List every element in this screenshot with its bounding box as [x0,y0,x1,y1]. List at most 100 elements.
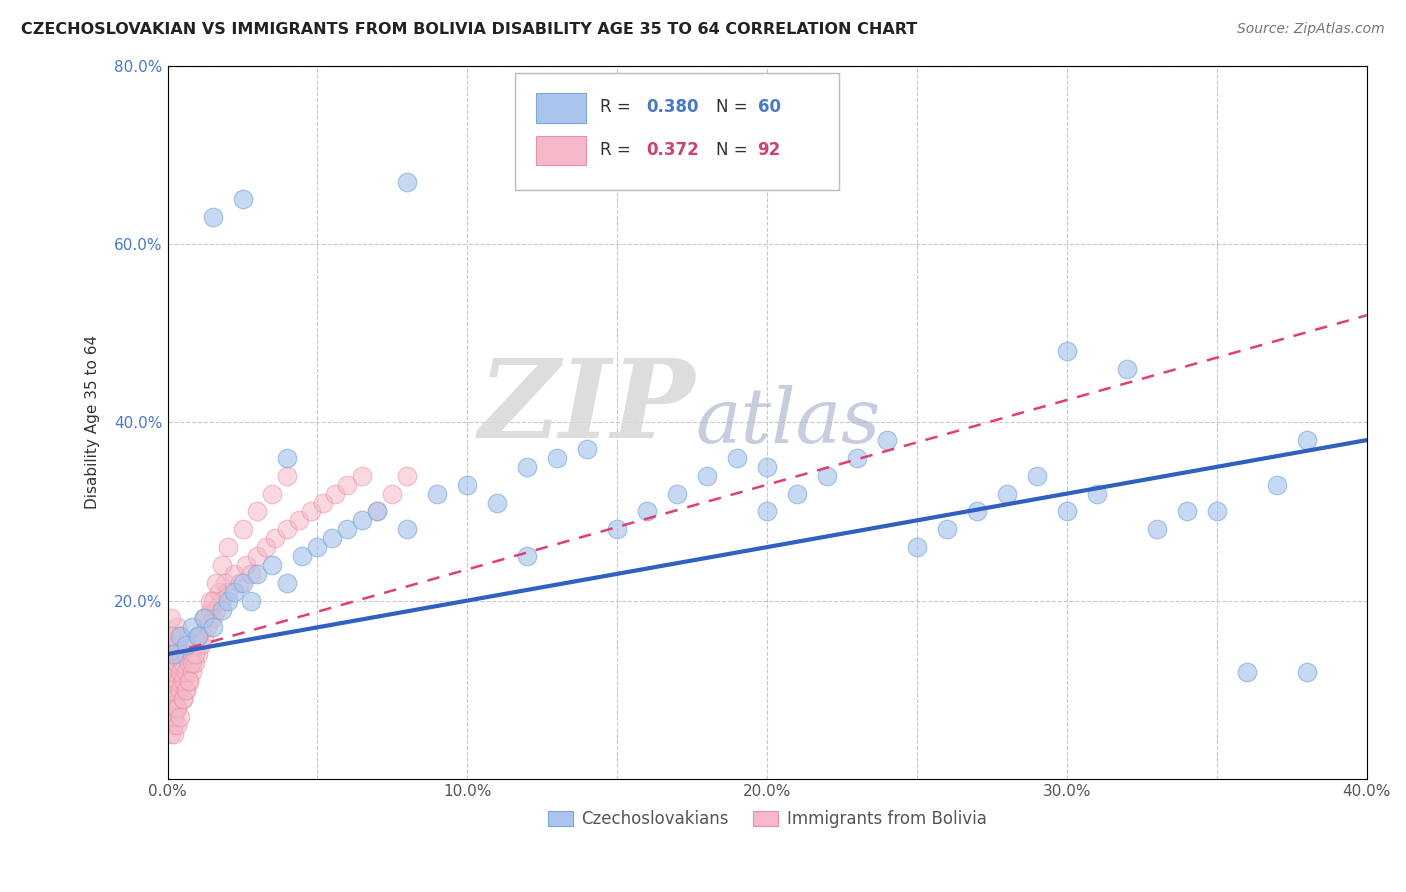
Point [1265,477,1288,491]
Text: Source: ZipAtlas.com: Source: ZipAtlas.com [1237,22,1385,37]
Point [231,575,253,590]
Point [756,504,779,518]
Point [366,504,388,518]
Point [426,486,449,500]
Text: N =: N = [716,141,752,159]
Point [217,540,239,554]
Point [217,593,239,607]
FancyBboxPatch shape [536,136,586,165]
Point [246,566,269,581]
Point [1206,504,1229,518]
Point [166,620,188,634]
Point [159,656,181,670]
Point [159,673,181,688]
Point [169,682,191,697]
Text: CZECHOSLOVAKIAN VS IMMIGRANTS FROM BOLIVIA DISABILITY AGE 35 TO 64 CORRELATION C: CZECHOSLOVAKIAN VS IMMIGRANTS FROM BOLIV… [21,22,917,37]
Point [846,450,869,465]
Point [162,691,184,706]
Point [516,549,538,563]
Point [211,602,233,616]
Point [1236,665,1258,679]
Point [696,468,718,483]
Point [169,709,191,723]
Text: ZIP: ZIP [478,354,695,462]
Point [201,210,224,224]
Point [174,665,197,679]
Point [396,468,419,483]
Point [240,566,263,581]
Point [352,513,374,527]
Point [183,647,205,661]
Point [1056,504,1078,518]
Point [159,611,181,625]
Point [396,174,419,188]
Point [256,540,278,554]
Point [159,700,181,714]
Point [1295,433,1317,447]
Point [262,558,284,572]
Point [936,522,959,536]
Point [786,486,808,500]
Point [240,593,263,607]
Text: atlas: atlas [695,385,880,459]
Point [162,700,184,714]
Point [1085,486,1108,500]
Point [159,647,181,661]
Text: N =: N = [716,98,752,116]
Point [174,682,197,697]
Legend: Czechoslovakians, Immigrants from Bolivia: Czechoslovakians, Immigrants from Bolivi… [541,804,994,835]
Text: 0.380: 0.380 [645,98,699,116]
Point [288,513,311,527]
Point [186,629,208,643]
Point [222,584,245,599]
Point [325,486,347,500]
Point [756,459,779,474]
Point [264,531,287,545]
Point [222,566,245,581]
Point [576,442,599,456]
Point [193,611,215,625]
Point [456,477,478,491]
Text: 0.372: 0.372 [645,141,699,159]
Point [159,727,181,741]
Point [486,495,509,509]
Point [725,450,748,465]
Point [162,682,184,697]
Point [1146,522,1168,536]
Point [172,691,194,706]
Point [995,486,1018,500]
Point [217,584,239,599]
Point [159,629,181,643]
Point [162,727,184,741]
Point [231,192,253,206]
Point [162,718,184,732]
Point [159,682,181,697]
Point [1295,665,1317,679]
Point [169,629,191,643]
Point [291,549,314,563]
Point [276,522,298,536]
Point [172,656,194,670]
Point [183,656,205,670]
Point [159,638,181,652]
Point [190,638,212,652]
Point [211,593,233,607]
Text: 60: 60 [758,98,780,116]
Point [166,656,188,670]
Point [201,620,224,634]
Point [180,665,202,679]
Point [321,531,343,545]
Y-axis label: Disability Age 35 to 64: Disability Age 35 to 64 [86,335,100,509]
Point [246,549,269,563]
Point [159,709,181,723]
Point [606,522,628,536]
Point [186,647,208,661]
Point [636,504,658,518]
Point [815,468,838,483]
Point [169,647,191,661]
Point [162,647,184,661]
Point [905,540,928,554]
Point [396,522,419,536]
Point [262,486,284,500]
Point [214,575,236,590]
